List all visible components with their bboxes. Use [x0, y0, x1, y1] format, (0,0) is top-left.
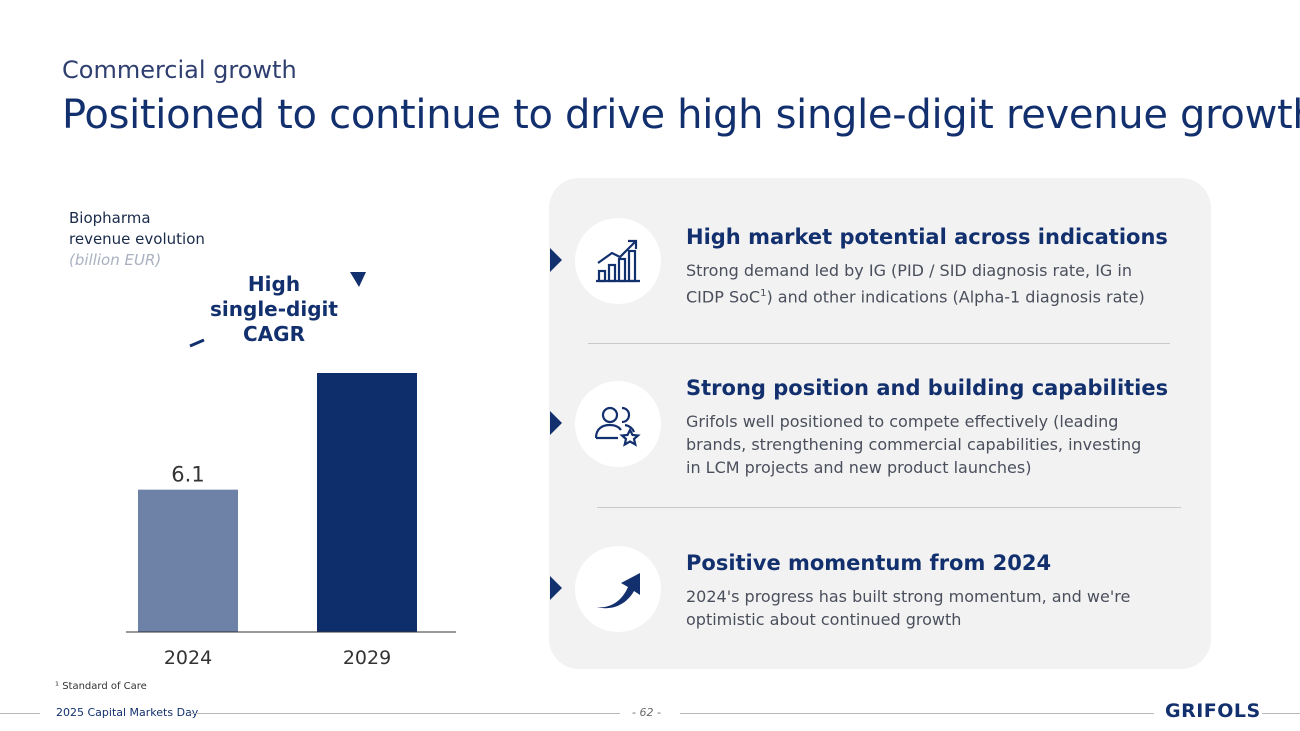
data-label-2024: 6.1 — [171, 463, 204, 487]
people-star-icon — [594, 406, 641, 447]
cagr-line2: single-digit — [210, 297, 338, 321]
tick-label-2029: 2029 — [343, 647, 391, 669]
bar-2024 — [138, 489, 238, 632]
footer-line-right — [1262, 713, 1300, 714]
chart-label: Biopharma revenue evolution (billion EUR… — [69, 208, 205, 271]
point-1-text-a: Strong demand led by IG (PID / SID diagn… — [686, 261, 1132, 307]
pointer-arrow-2 — [550, 411, 562, 435]
chart-label-line2: revenue evolution — [69, 230, 205, 248]
section-subtitle: Commercial growth — [62, 56, 297, 84]
divider-1 — [588, 343, 1170, 344]
grifols-logo: GRIFOLS — [1165, 700, 1261, 722]
cagr-line1: High — [247, 272, 301, 296]
cagr-line3: CAGR — [243, 322, 305, 346]
chart-unit: (billion EUR) — [69, 251, 162, 269]
point-1-text-b: ) and other indications (Alpha-1 diagnos… — [766, 287, 1145, 307]
cagr-arrow-head — [350, 272, 366, 287]
pointer-arrow-3 — [550, 576, 562, 600]
divider-2 — [597, 507, 1181, 508]
point-3-title: Positive momentum from 2024 — [686, 551, 1052, 575]
footnote: ¹ Standard of Care — [55, 681, 147, 692]
icon-circle-2 — [575, 381, 661, 467]
upward-arrow-icon — [596, 573, 640, 609]
point-2-text: Grifols well positioned to compete effec… — [686, 412, 1142, 477]
footer-line-mid-right — [680, 713, 1154, 714]
cagr-annotation: High single-digit CAGR — [196, 272, 352, 347]
page-title: Positioned to continue to drive high sin… — [62, 92, 1300, 138]
icon-circle-3 — [575, 546, 661, 632]
chart-label-line1: Biopharma — [69, 209, 151, 227]
footnote-marker: 1 — [760, 288, 767, 299]
point-2-title: Strong position and building capabilitie… — [686, 376, 1169, 400]
tick-label-2024: 2024 — [164, 647, 212, 669]
point-1-text: Strong demand led by IG (PID / SID diagn… — [686, 259, 1166, 308]
icon-circle-1 — [575, 218, 661, 304]
footer-event: 2025 Capital Markets Day — [56, 706, 199, 719]
growth-chart-icon — [596, 239, 640, 283]
pointer-arrow-1 — [550, 248, 562, 272]
footer-line-left — [0, 713, 40, 714]
cagr-arrow-tail — [189, 338, 205, 348]
footer-line-mid-left — [190, 713, 620, 714]
bar-2029 — [317, 373, 417, 632]
page-number: - 62 - — [632, 706, 661, 719]
point-3-text: 2024's progress has built strong momentu… — [686, 587, 1131, 629]
point-1-title: High market potential across indications — [686, 225, 1168, 249]
